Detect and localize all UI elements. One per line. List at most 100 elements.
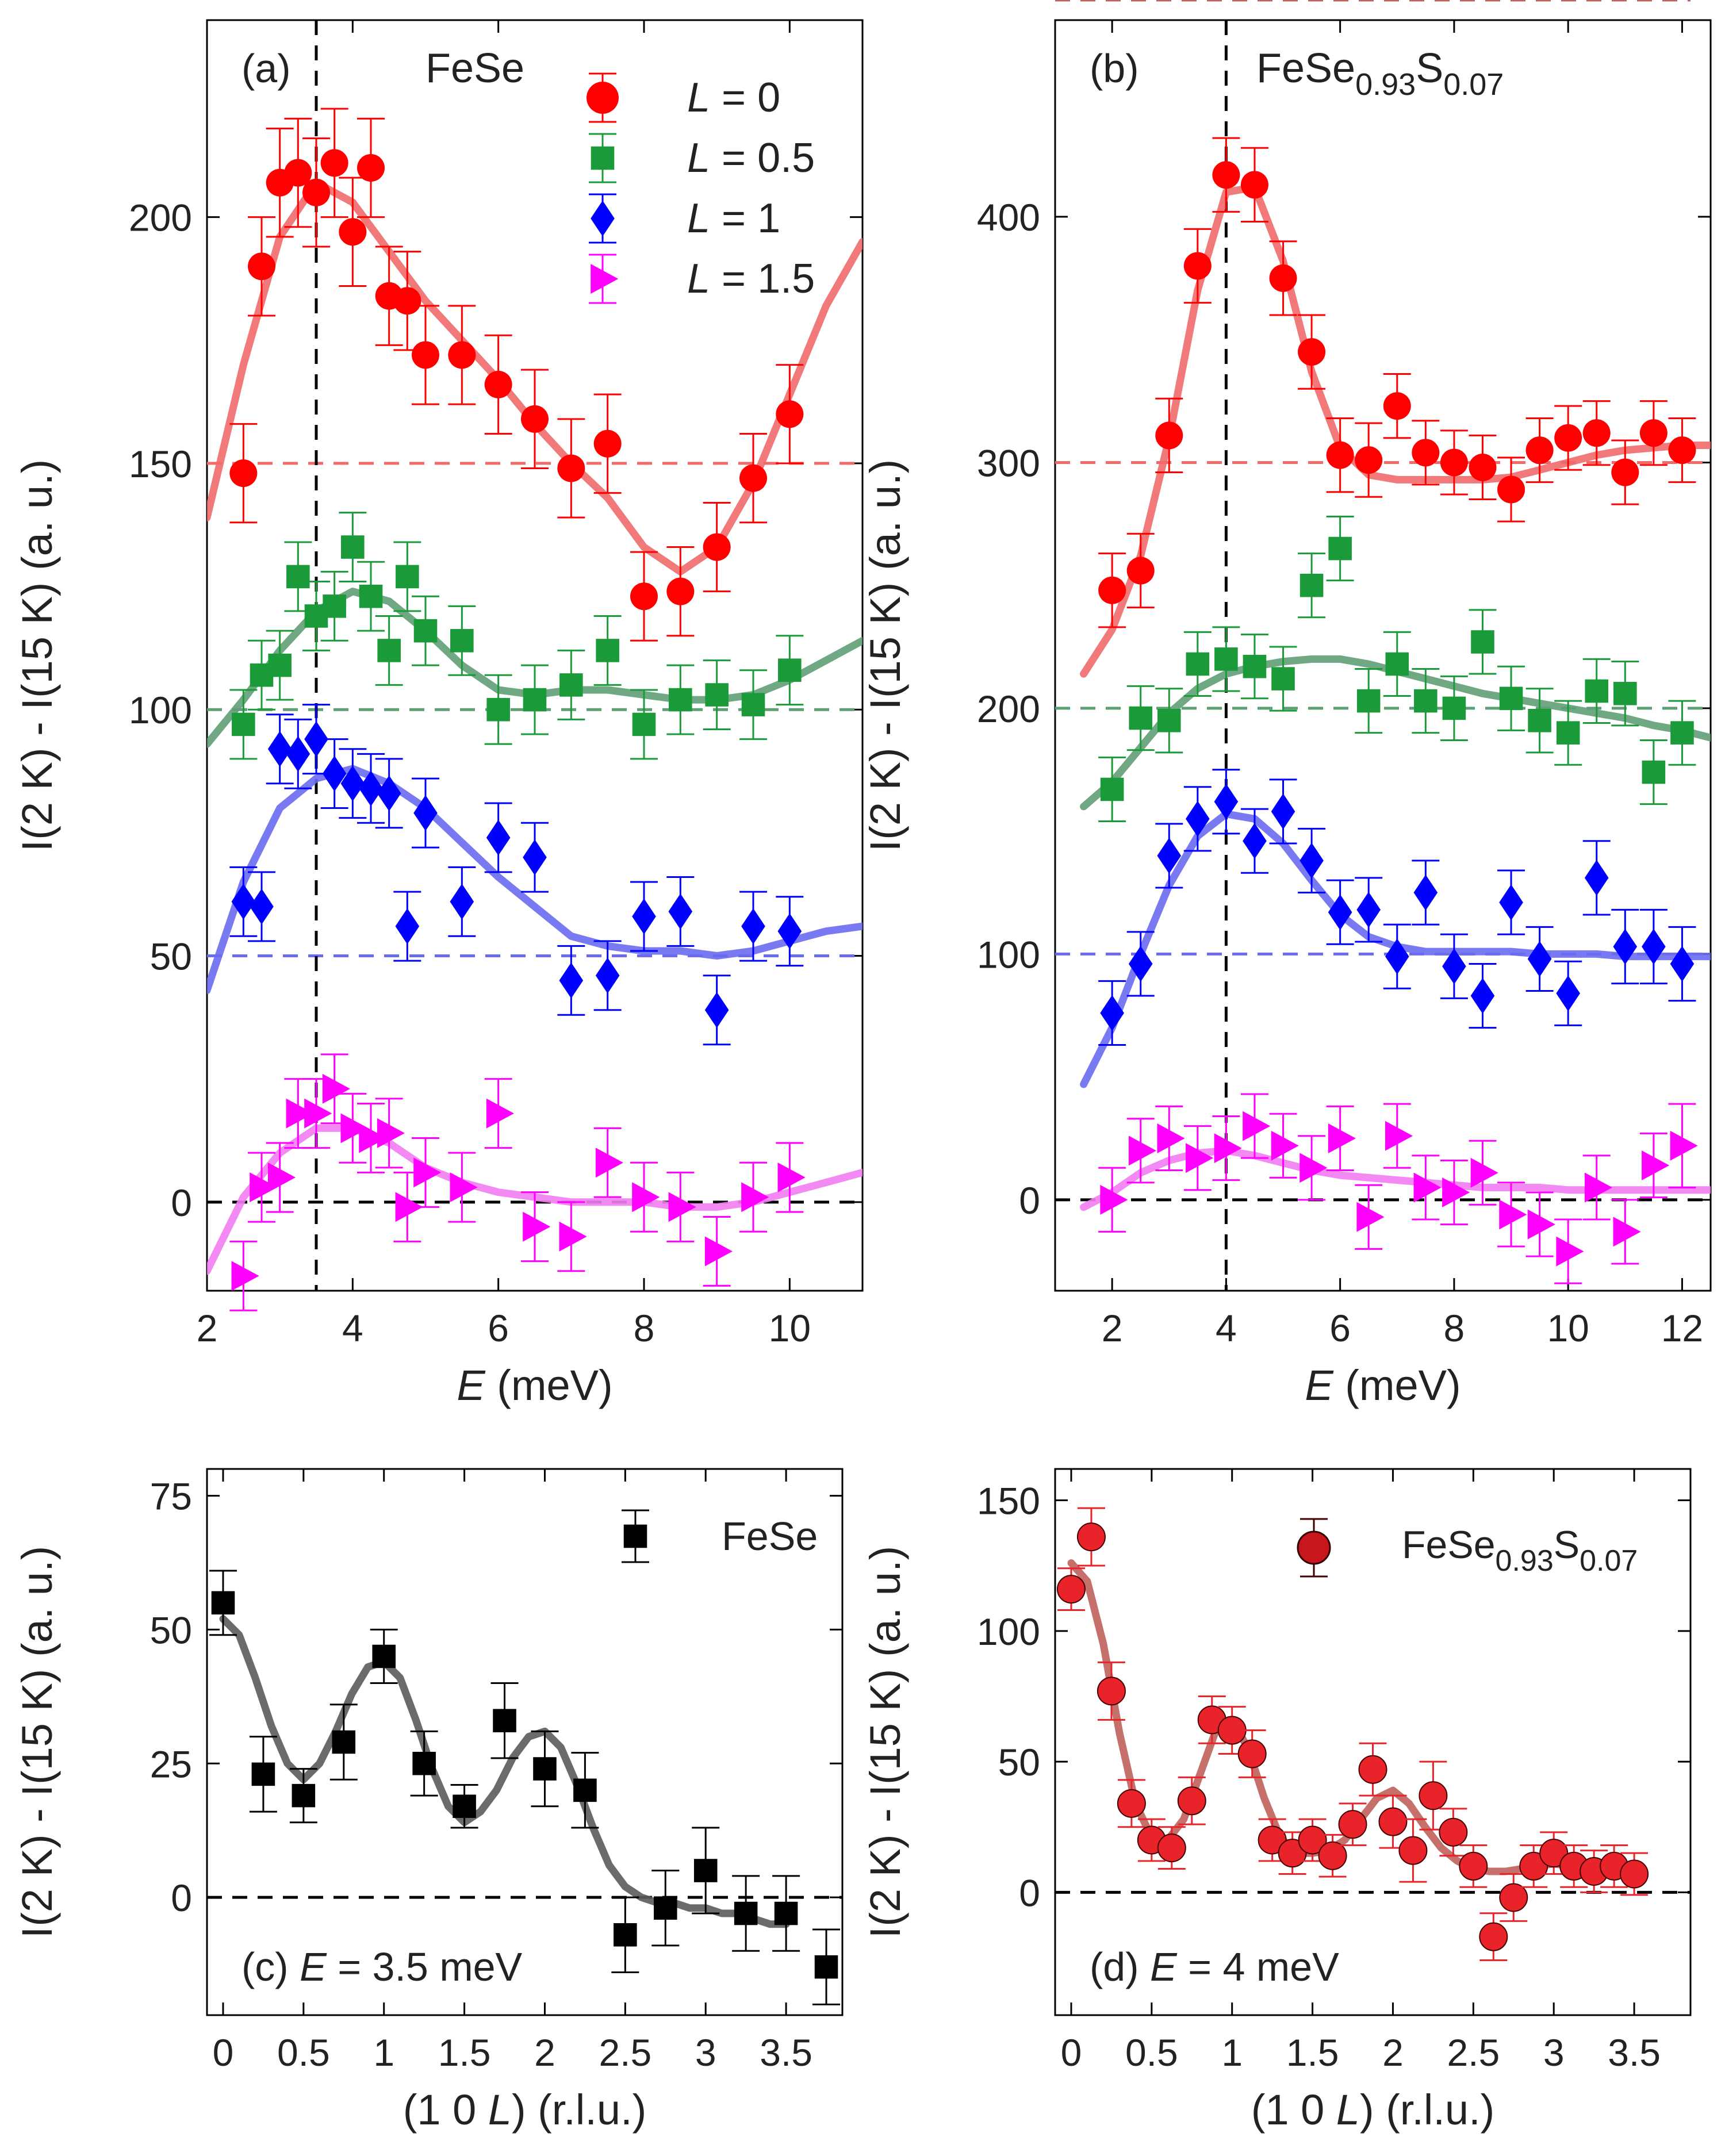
data-point bbox=[573, 1778, 597, 1802]
data-point bbox=[232, 712, 255, 736]
panel-label: (c) E = 3.5 meV bbox=[241, 1944, 523, 1989]
data-point bbox=[632, 898, 656, 935]
data-point bbox=[1442, 948, 1466, 984]
plot-frame bbox=[206, 1468, 844, 2016]
data-point bbox=[533, 1757, 557, 1781]
data-point bbox=[323, 594, 346, 618]
data-point bbox=[304, 1098, 332, 1129]
data-point bbox=[1668, 436, 1696, 465]
data-point bbox=[559, 1221, 587, 1252]
data-point bbox=[1328, 894, 1352, 930]
data-point bbox=[668, 1192, 696, 1222]
panel-label: (d) E = 4 meV bbox=[1090, 1944, 1339, 1989]
data-point bbox=[778, 658, 802, 682]
data-point bbox=[286, 565, 310, 589]
data-point bbox=[1499, 1883, 1528, 1912]
y-axis-label: I(2 K) - I(15 K) (a. u.) bbox=[13, 1546, 61, 1939]
x-tick-label: 1.5 bbox=[438, 2031, 491, 2074]
data-point bbox=[486, 697, 510, 722]
data-point bbox=[703, 533, 731, 561]
data-point bbox=[286, 1098, 314, 1129]
x-tick-label: 4 bbox=[1216, 1307, 1237, 1349]
data-point bbox=[1183, 252, 1212, 280]
data-point bbox=[1356, 892, 1381, 928]
legend-marker bbox=[586, 82, 619, 114]
panel-b: 2 4 6 8 10 12 0 100 200 300 400 E (meV) I(2 K) - I(1… bbox=[861, 19, 1712, 1409]
legend-label: L = 1.5 bbox=[687, 256, 815, 302]
data-point bbox=[320, 149, 348, 177]
data-point bbox=[412, 1751, 436, 1775]
data-point bbox=[1528, 708, 1551, 732]
y-tick-label: 0 bbox=[171, 1181, 192, 1224]
data-point bbox=[1613, 1217, 1641, 1247]
x-tick-label: 2 bbox=[534, 2031, 555, 2074]
data-point bbox=[1318, 1841, 1347, 1870]
y-tick-label: 50 bbox=[150, 935, 192, 978]
data-point bbox=[1642, 929, 1666, 965]
data-point bbox=[1620, 1859, 1649, 1889]
x-tick-label: 4 bbox=[342, 1307, 363, 1349]
data-point bbox=[614, 1923, 637, 1947]
data-point bbox=[1642, 760, 1666, 784]
data-point bbox=[1385, 1121, 1413, 1151]
panel-c: 0 0.5 1 1.5 2 2.5 3 3.5 0 25 50 75 (1 0 L) (r.l.u.) I… bbox=[13, 1468, 844, 2134]
plot-frame bbox=[206, 19, 864, 1292]
data-point bbox=[1471, 630, 1494, 654]
data-point bbox=[231, 1261, 259, 1291]
data-point bbox=[304, 721, 328, 757]
legend-label: L = 0.5 bbox=[687, 135, 815, 181]
y-tick-label: 400 bbox=[977, 196, 1040, 239]
data-point bbox=[1300, 573, 1324, 597]
data-point bbox=[286, 736, 310, 772]
data-point bbox=[339, 218, 367, 246]
data-point bbox=[1470, 977, 1495, 1014]
data-point bbox=[1527, 1209, 1555, 1240]
data-point bbox=[1300, 842, 1324, 879]
x-tick-label: 3.5 bbox=[760, 2031, 812, 2074]
data-point bbox=[284, 159, 312, 187]
data-point bbox=[1128, 946, 1153, 982]
data-point bbox=[251, 1762, 275, 1786]
data-point bbox=[1126, 557, 1155, 585]
data-point bbox=[1271, 793, 1295, 830]
data-point bbox=[453, 1794, 476, 1819]
data-point bbox=[1419, 1781, 1448, 1810]
data-point bbox=[1413, 1172, 1442, 1203]
data-point bbox=[632, 712, 656, 736]
data-point bbox=[1556, 721, 1580, 745]
data-point bbox=[1385, 652, 1409, 676]
y-tick-label: 200 bbox=[977, 688, 1040, 730]
data-point bbox=[1499, 686, 1523, 711]
data-point bbox=[413, 795, 438, 831]
panel-label: (a) bbox=[241, 46, 291, 91]
x-tick-label: 12 bbox=[1661, 1307, 1703, 1349]
data-point bbox=[267, 1162, 296, 1192]
data-point bbox=[250, 888, 274, 925]
x-tick-label: 2.5 bbox=[599, 2031, 651, 2074]
data-point bbox=[395, 1192, 423, 1222]
legend-marker bbox=[623, 1524, 647, 1548]
data-point bbox=[1554, 424, 1582, 452]
plot-frame bbox=[1054, 19, 1712, 1292]
x-axis-label: E (meV) bbox=[1305, 1361, 1460, 1409]
data-point bbox=[776, 400, 804, 428]
data-point bbox=[1157, 1833, 1186, 1863]
y-tick-label: 0 bbox=[171, 1877, 192, 1919]
data-point bbox=[1585, 679, 1609, 703]
data-point bbox=[493, 1709, 516, 1733]
x-tick-label: 2.5 bbox=[1447, 2031, 1500, 2074]
data-point bbox=[1076, 1522, 1106, 1552]
data-point bbox=[1128, 1135, 1156, 1166]
x-tick-label: 0 bbox=[213, 2031, 234, 2074]
y-tick-label: 0 bbox=[1019, 1871, 1040, 1914]
data-point bbox=[486, 1098, 514, 1129]
legend-label: L = 0 bbox=[687, 75, 780, 121]
data-point bbox=[814, 1955, 838, 1979]
data-point bbox=[395, 908, 420, 945]
x-tick-label: 0.5 bbox=[277, 2031, 330, 2074]
x-tick-label: 0 bbox=[1061, 2031, 1082, 2074]
data-point bbox=[1383, 392, 1411, 420]
data-point bbox=[292, 1783, 316, 1808]
data-point bbox=[1155, 421, 1183, 450]
data-point bbox=[1519, 1851, 1548, 1881]
